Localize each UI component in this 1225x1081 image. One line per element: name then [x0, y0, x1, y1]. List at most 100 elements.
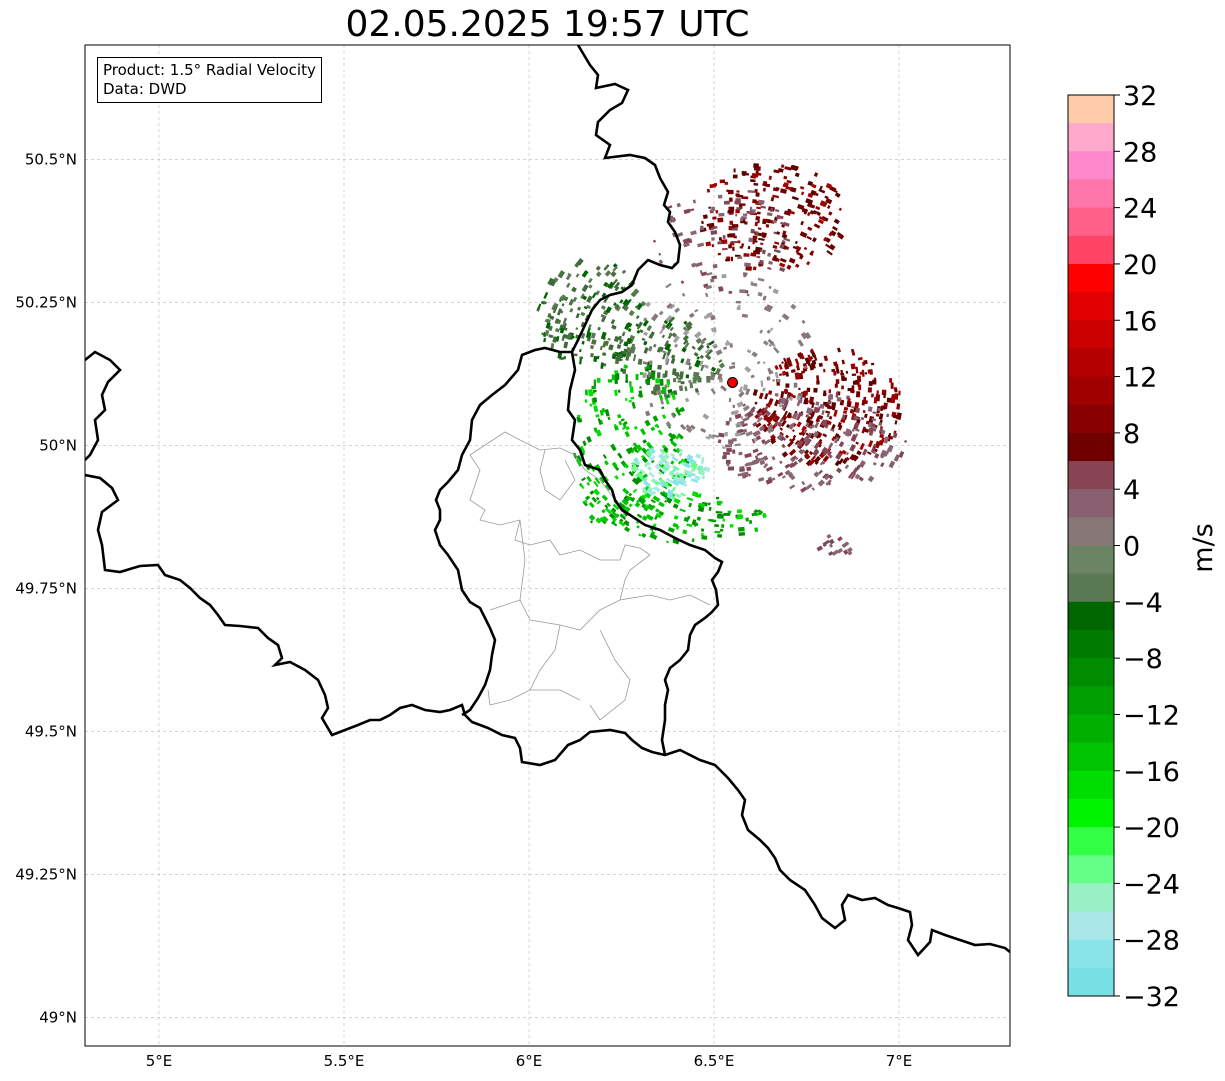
- echo-pixel: [781, 451, 789, 458]
- echo-pixel: [783, 389, 789, 394]
- echo-pixel: [678, 476, 685, 482]
- colorbar-unit-label: m/s: [1188, 523, 1219, 572]
- echo-pixel: [890, 382, 894, 389]
- echo-pixel: [715, 210, 719, 214]
- echo-pixel: [858, 460, 866, 468]
- echo-pixel: [863, 396, 867, 403]
- echo-pixel: [741, 243, 744, 247]
- colorbar-segment: [1068, 404, 1114, 434]
- echo-pixel: [770, 196, 775, 202]
- echo-pixel: [627, 328, 632, 333]
- echo-pixel: [582, 500, 588, 507]
- echo-pixel: [862, 361, 866, 366]
- echo-pixel: [776, 378, 781, 383]
- echo-pixel: [837, 422, 842, 428]
- echo-pixel: [608, 344, 614, 350]
- echo-pixel: [683, 242, 690, 248]
- echo-pixel: [563, 296, 569, 302]
- colorbar-segment: [1068, 320, 1114, 349]
- echo-pixel: [717, 373, 723, 381]
- echo-pixel: [641, 532, 647, 538]
- echo-pixel: [893, 394, 897, 399]
- echo-pixel: [634, 305, 640, 310]
- echo-pixel: [624, 506, 631, 512]
- echo-pixel: [772, 194, 780, 199]
- echo-pixel: [612, 263, 618, 268]
- echo-pixel: [762, 180, 768, 185]
- echo-pixel: [806, 261, 811, 266]
- echo-pixel: [806, 415, 811, 423]
- echo-pixel: [765, 466, 774, 472]
- echo-pixel: [692, 263, 697, 268]
- echo-pixel: [613, 522, 618, 527]
- echo-pixel: [688, 312, 695, 319]
- echo-pixel: [589, 403, 592, 407]
- echo-pixel: [685, 321, 693, 329]
- echo-pixel: [785, 434, 790, 439]
- echo-pixel: [817, 219, 825, 225]
- echo-pixel: [614, 303, 620, 310]
- echo-pixel: [808, 425, 813, 430]
- echo-pixel: [595, 414, 600, 418]
- echo-pixel: [712, 434, 719, 438]
- echo-pixel: [714, 524, 719, 528]
- echo-pixel: [685, 374, 690, 379]
- echo-pixel: [647, 486, 654, 493]
- echo-pixel: [794, 358, 800, 366]
- echo-pixel: [768, 260, 773, 265]
- echo-pixel: [752, 235, 758, 240]
- echo-pixel: [791, 196, 799, 201]
- echo-pixel: [800, 191, 805, 196]
- echo-pixel: [702, 214, 708, 219]
- echo-pixel: [772, 288, 779, 295]
- echo-pixel: [575, 327, 579, 331]
- echo-pixel: [763, 465, 767, 469]
- echo-pixel: [898, 390, 901, 396]
- echo-pixel: [658, 481, 665, 487]
- echo-pixel: [657, 364, 663, 370]
- colorbar-tick-label: −28: [1123, 926, 1180, 957]
- echo-pixel: [565, 274, 571, 281]
- echo-pixel: [779, 431, 785, 437]
- echo-pixel: [731, 224, 739, 228]
- echo-pixel: [718, 432, 725, 438]
- echo-pixel: [750, 406, 756, 412]
- echo-pixel: [658, 501, 665, 508]
- echo-pixel: [885, 447, 891, 455]
- echo-pixel: [812, 353, 818, 362]
- echo-pixel: [705, 241, 712, 247]
- echo-pixel: [718, 212, 725, 217]
- echo-pixel: [694, 308, 699, 313]
- echo-pixel: [543, 291, 549, 299]
- echo-pixel: [754, 189, 758, 194]
- colorbar-segment: [1068, 235, 1114, 265]
- echo-pixel: [731, 227, 738, 231]
- echo-pixel: [861, 426, 866, 434]
- echo-pixel: [854, 473, 861, 480]
- echo-pixel: [579, 483, 585, 490]
- echo-pixel: [683, 339, 689, 345]
- echo-pixel: [810, 362, 816, 369]
- echo-pixel: [815, 192, 819, 197]
- echo-pixel: [689, 208, 695, 212]
- echo-pixel: [805, 459, 813, 467]
- echo-pixel: [836, 347, 841, 353]
- echo-pixel: [697, 506, 705, 513]
- echo-pixel: [722, 518, 725, 522]
- echo-pixel: [733, 168, 736, 173]
- echo-pixel: [845, 456, 850, 461]
- echo-pixel: [808, 450, 814, 456]
- echo-pixel: [588, 501, 595, 509]
- echo-pixel: [763, 415, 769, 421]
- colorbar-tick-label: 8: [1123, 419, 1140, 450]
- echo-pixel: [728, 244, 732, 249]
- echo-pixel: [654, 423, 659, 428]
- echo-pixel: [819, 185, 823, 190]
- echo-pixel: [789, 438, 793, 443]
- echo-pixel: [831, 549, 839, 556]
- echo-pixel: [649, 533, 658, 540]
- echo-pixel: [571, 286, 577, 293]
- y-tick-label: 49.75°N: [15, 579, 77, 597]
- echo-pixel: [757, 477, 765, 482]
- echo-pixel: [834, 363, 840, 371]
